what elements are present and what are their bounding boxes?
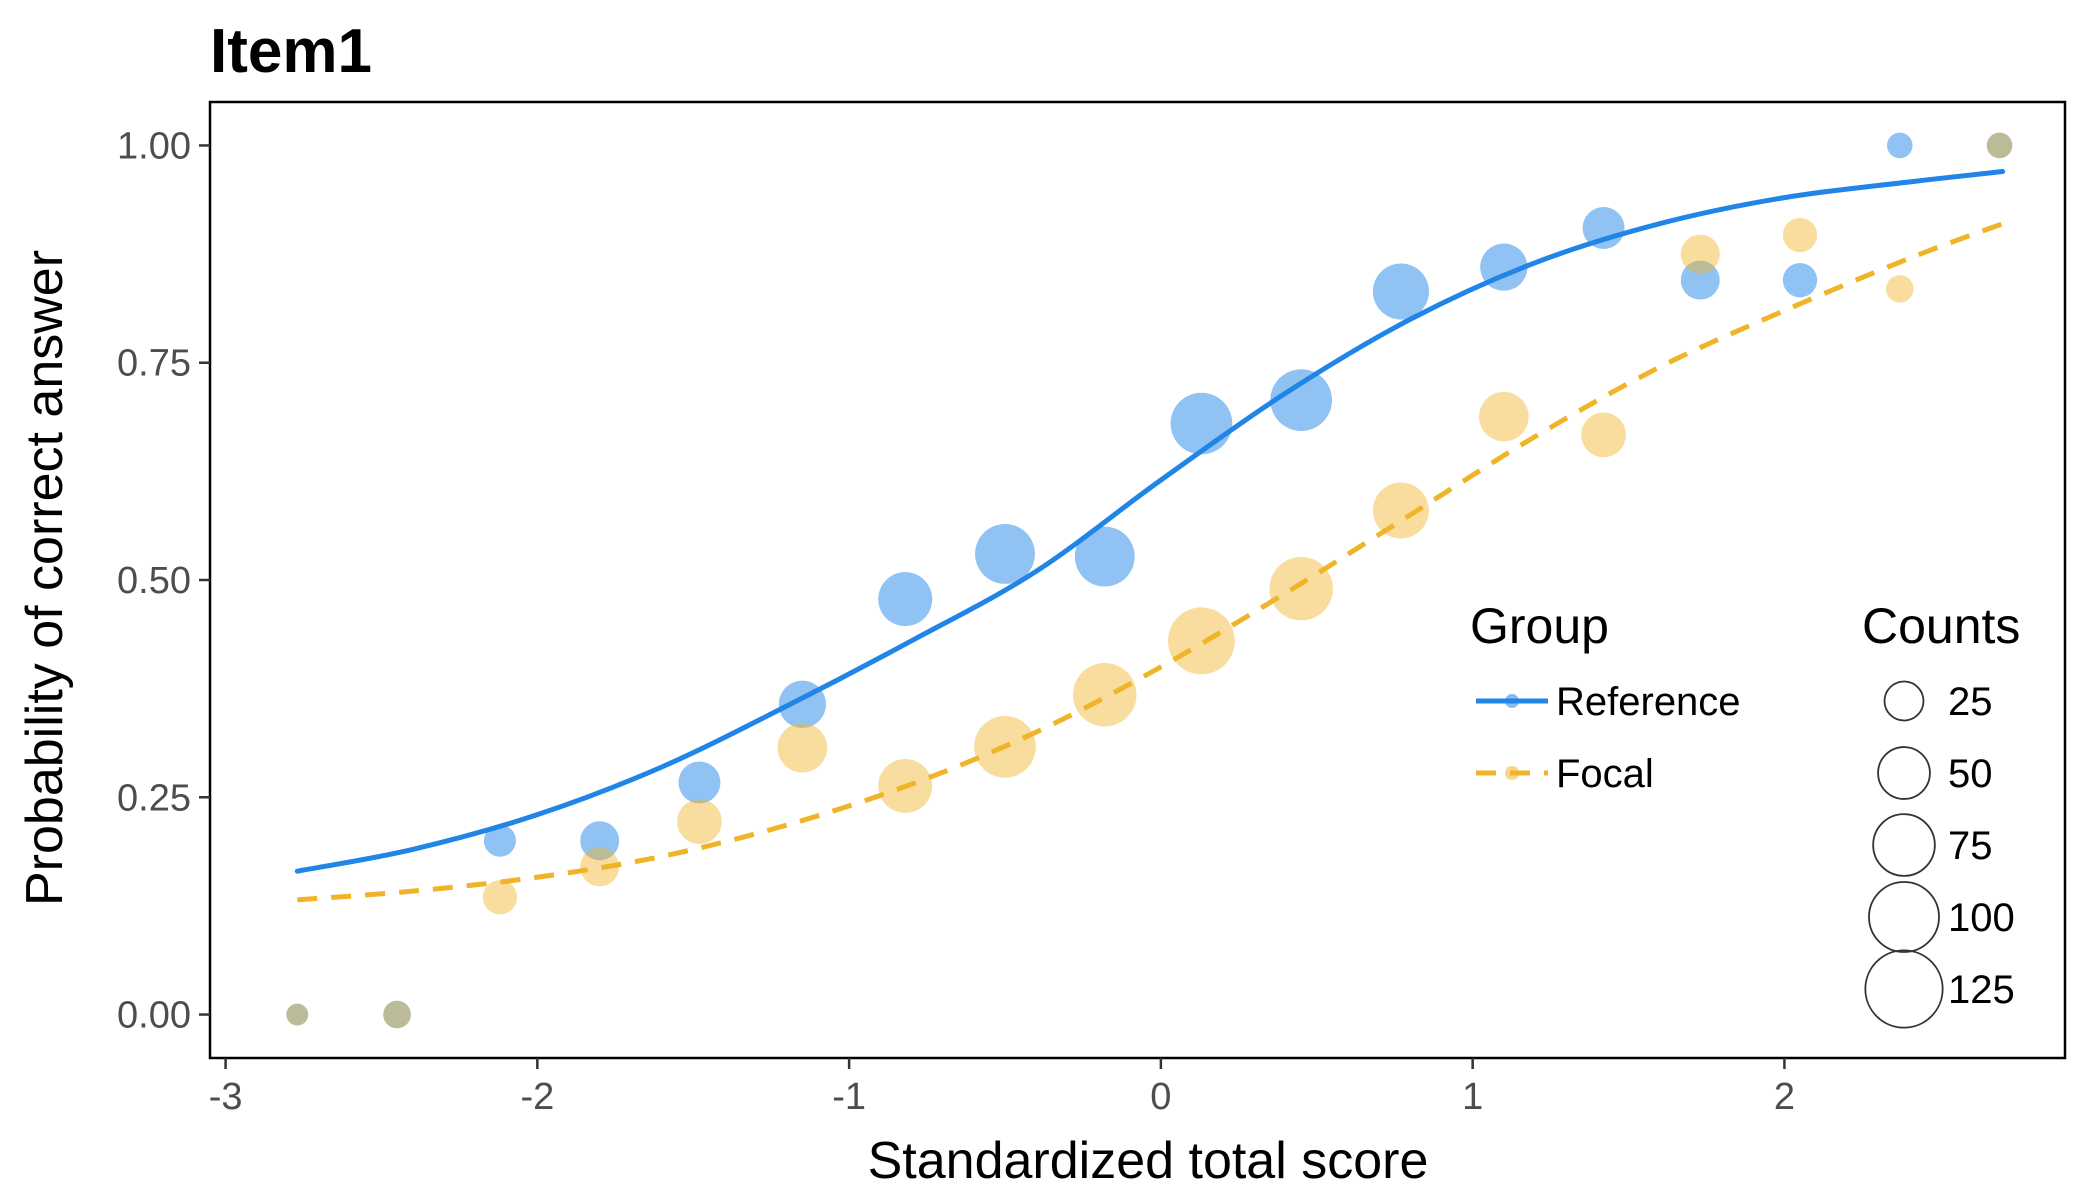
data-point-focal-0: [286, 1003, 309, 1026]
data-point-focal-13: [1581, 412, 1626, 458]
series-line-reference: [294, 169, 2006, 874]
data-point-focal-1: [383, 1000, 411, 1029]
x-axis-title: Standardized total score: [868, 1132, 1429, 1190]
legend-count-entry-2: 75: [1872, 813, 1993, 877]
legend-count-circle-3: [1868, 881, 1940, 953]
legend-count-entry-1: 50: [1877, 746, 1993, 800]
legend-count-entry-0: 25: [1883, 680, 1993, 724]
legend-label-reference: Reference: [1556, 680, 1741, 724]
y-axis-title: Probability of correct answer: [16, 250, 74, 906]
data-point-reference-15: [1782, 263, 1818, 298]
data-point-reference-11: [1372, 263, 1429, 320]
data-point-reference-3: [580, 821, 620, 861]
series-points-reference: [286, 132, 2013, 1029]
series-points-focal: [286, 132, 2013, 1029]
legend-count-circle-2: [1872, 813, 1936, 877]
legend-count-label-1: 50: [1948, 752, 1993, 796]
legend-count-circle-1: [1877, 746, 1931, 800]
data-point-reference-1: [383, 1000, 411, 1029]
x-tick-label-5: 2: [1774, 1076, 1795, 1118]
legend-entry-reference: Reference: [1476, 680, 1741, 724]
data-point-focal-5: [777, 722, 828, 773]
legend-count-entry-4: 125: [1864, 949, 2015, 1029]
y-tick-label-4: 1.00: [117, 125, 191, 167]
data-point-reference-6: [878, 572, 933, 627]
legend: Group Counts Reference Focal 25 50 75 100 125: [1470, 598, 2020, 1029]
legend-count-label-2: 75: [1948, 824, 1993, 868]
legend-label-focal: Focal: [1556, 752, 1654, 796]
x-tick-label-0: -3: [209, 1076, 243, 1118]
legend-counts-title: Counts: [1862, 598, 2020, 654]
legend-count-entry-3: 100: [1868, 881, 2015, 953]
chart-title: Item1: [210, 17, 372, 86]
data-point-focal-9: [1168, 607, 1235, 675]
data-point-reference-17: [1986, 132, 2013, 159]
y-tick-label-2: 0.50: [117, 560, 191, 602]
legend-count-label-4: 125: [1948, 968, 2015, 1012]
x-tick-label-4: 1: [1462, 1076, 1483, 1118]
legend-count-circle-4: [1864, 949, 1944, 1029]
data-point-reference-0: [286, 1003, 309, 1026]
data-point-reference-10: [1270, 369, 1333, 431]
legend-group-entries: Reference Focal: [1476, 680, 1741, 796]
data-point-focal-15: [1782, 217, 1818, 253]
data-point-reference-4: [678, 761, 721, 804]
data-point-focal-10: [1269, 556, 1333, 621]
data-point-reference-16: [1886, 132, 1913, 159]
legend-count-circle-0: [1883, 680, 1925, 722]
x-tick-label-1: -2: [520, 1076, 554, 1118]
series-line-focal: [297, 221, 2004, 903]
y-tick-label-0: 0.00: [117, 995, 191, 1037]
data-point-focal-14: [1680, 234, 1720, 274]
data-point-reference-2: [483, 824, 516, 857]
x-tick-label-3: 0: [1150, 1076, 1171, 1118]
data-point-reference-7: [975, 523, 1035, 584]
data-point-focal-17: [1986, 132, 2013, 159]
data-point-focal-12: [1479, 391, 1529, 442]
legend-key-point-reference: [1505, 694, 1519, 708]
x-axis: -3 -2 -1 0 1 2: [209, 1058, 1795, 1118]
legend-count-entries: 25 50 75 100 125: [1864, 680, 2015, 1029]
data-point-reference-8: [1074, 526, 1135, 587]
x-tick-label-2: -1: [832, 1076, 866, 1118]
y-tick-label-3: 0.75: [117, 343, 191, 385]
data-point-focal-3: [580, 847, 620, 887]
legend-group-title: Group: [1470, 598, 1609, 654]
data-point-focal-2: [482, 880, 518, 915]
data-point-focal-16: [1885, 275, 1914, 303]
legend-count-label-0: 25: [1948, 680, 1993, 724]
data-point-focal-8: [1073, 662, 1137, 727]
legend-key-point-focal: [1505, 766, 1519, 780]
data-point-reference-9: [1170, 392, 1233, 455]
data-point-focal-11: [1372, 482, 1429, 539]
y-tick-label-1: 0.25: [117, 777, 191, 819]
legend-count-label-3: 100: [1948, 896, 2015, 940]
data-point-reference-14: [1680, 260, 1720, 300]
data-point-focal-4: [677, 799, 722, 844]
plot-area: [208, 100, 2067, 1060]
y-axis: 0.00 0.25 0.50 0.75 1.00: [117, 125, 210, 1037]
legend-entry-focal: Focal: [1476, 752, 1654, 796]
